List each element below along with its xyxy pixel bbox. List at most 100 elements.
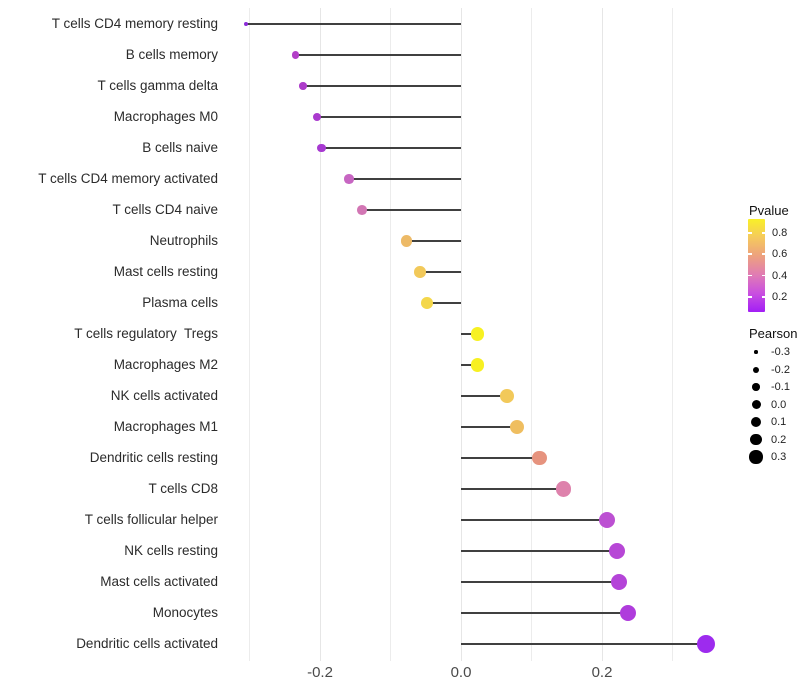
lollipop-stem: [348, 178, 461, 180]
lollipop-dot: [598, 511, 615, 528]
y-axis-label: Macrophages M0: [113, 109, 218, 124]
y-axis-label: T cells regulatory Tregs: [74, 326, 218, 341]
lollipop-stem: [461, 643, 706, 645]
lollipop-dot: [344, 174, 354, 184]
pvalue-bar-tick: [761, 296, 765, 298]
pvalue-bar-tick: [761, 253, 765, 256]
lollipop-dot: [291, 51, 299, 59]
lollipop-dot: [499, 389, 514, 403]
minor-gridline: [390, 8, 391, 661]
minor-gridline: [249, 8, 250, 661]
pearson-size-dot: [749, 450, 763, 464]
pvalue-bar-tick: [761, 274, 765, 277]
y-axis-label: T cells gamma delta: [97, 78, 218, 93]
pearson-size-dot: [752, 383, 760, 391]
pearson-tick-label: -0.1: [771, 381, 790, 393]
y-axis-label: T cells CD4 memory activated: [38, 171, 218, 186]
y-axis-label: B cells naive: [142, 140, 218, 155]
lollipop-dot: [313, 112, 322, 122]
pearson-tick-label: -0.3: [771, 346, 790, 358]
y-axis-label: Mast cells resting: [113, 264, 218, 279]
y-axis-label: Mast cells activated: [100, 574, 218, 589]
lollipop-dot: [610, 573, 628, 591]
lollipop-stem: [420, 271, 461, 273]
major-gridline: [601, 8, 603, 661]
lollipop-dot: [531, 450, 547, 466]
lollipop-dot: [556, 481, 572, 497]
lollipop-stem: [461, 581, 619, 583]
lollipop-dot: [357, 205, 368, 215]
lollipop-stem: [461, 550, 617, 552]
lollipop-dot: [299, 82, 307, 90]
pearson-tick-label: -0.2: [771, 363, 790, 376]
y-axis-label: NK cells resting: [124, 543, 218, 558]
lollipop-stem: [461, 426, 517, 428]
pvalue-tick-label: 0.8: [772, 226, 788, 239]
x-axis-tick-label: 0.2: [591, 664, 613, 681]
y-axis-label: NK cells activated: [110, 388, 218, 403]
lollipop-dot: [608, 542, 625, 560]
pvalue-bar-tick: [748, 274, 752, 277]
x-axis-tick-label: 0.0: [450, 664, 472, 681]
lollipop-stem: [461, 364, 478, 366]
pvalue-legend-title: Pvalue: [749, 203, 789, 218]
pvalue-bar-tick: [761, 232, 765, 234]
minor-gridline: [531, 8, 532, 661]
y-axis-label: T cells follicular helper: [84, 512, 218, 527]
pearson-tick-label: 0.2: [771, 433, 787, 446]
pvalue-bar-tick: [748, 232, 752, 234]
lollipop-stem: [427, 302, 461, 304]
pvalue-tick-label: 0.4: [772, 269, 788, 282]
lollipop-stem: [406, 240, 461, 242]
lollipop-dot: [317, 143, 326, 153]
lollipop-stem: [295, 54, 461, 56]
minor-gridline: [672, 8, 673, 661]
lollipop-dot: [243, 21, 249, 27]
pearson-size-dot: [750, 416, 762, 428]
pvalue-tick-label: 0.6: [772, 248, 788, 261]
pearson-size-dot: [751, 400, 761, 409]
pearson-legend-title: Pearson: [749, 326, 798, 341]
y-axis-label: Macrophages M2: [113, 357, 218, 372]
pearson-size-dot: [754, 350, 758, 354]
lollipop-stem: [303, 85, 461, 87]
pearson-size-dot: [750, 433, 762, 446]
x-axis-tick-label: -0.2: [307, 664, 333, 681]
lollipop-dot: [471, 358, 485, 372]
lollipop-stem: [461, 395, 507, 397]
pearson-tick-label: 0.3: [771, 451, 787, 463]
y-axis-label: Monocytes: [152, 605, 218, 620]
y-axis-label: Plasma cells: [142, 295, 218, 310]
y-axis-label: T cells CD4 memory resting: [51, 16, 218, 31]
lollipop-dot: [619, 604, 637, 622]
lollipop-dot: [471, 327, 485, 341]
pearson-size-dot: [753, 366, 759, 373]
pvalue-tick-label: 0.2: [772, 291, 788, 304]
pvalue-bar-tick: [748, 253, 752, 256]
lollipop-dot: [509, 419, 524, 435]
y-axis-label: T cells CD8: [148, 481, 218, 496]
lollipop-dot: [401, 235, 413, 247]
y-axis-label: Dendritic cells activated: [76, 636, 218, 651]
lollipop-stem: [461, 612, 629, 614]
lollipop-stem: [321, 147, 461, 149]
lollipop-dot: [696, 635, 715, 653]
pvalue-gradient-bar: [748, 219, 765, 312]
lollipop-stem: [362, 209, 461, 211]
pvalue-bar-tick: [748, 296, 752, 298]
lollipop-stem: [461, 457, 540, 459]
y-axis-label: Macrophages M1: [113, 419, 218, 434]
lollipop-stem: [461, 519, 607, 521]
y-axis-label: T cells CD4 naive: [112, 202, 218, 217]
lollipop-stem: [461, 333, 478, 335]
pearson-tick-label: 0.0: [771, 398, 787, 411]
lollipop-dot: [414, 266, 426, 278]
y-axis-label: Neutrophils: [149, 233, 218, 248]
lollipop-stem: [245, 23, 461, 25]
y-axis-label: B cells memory: [125, 47, 218, 62]
lollipop-dot: [421, 297, 434, 309]
pearson-tick-label: 0.1: [771, 416, 787, 428]
y-axis-label: Dendritic cells resting: [89, 450, 218, 465]
lollipop-stem: [317, 116, 461, 118]
